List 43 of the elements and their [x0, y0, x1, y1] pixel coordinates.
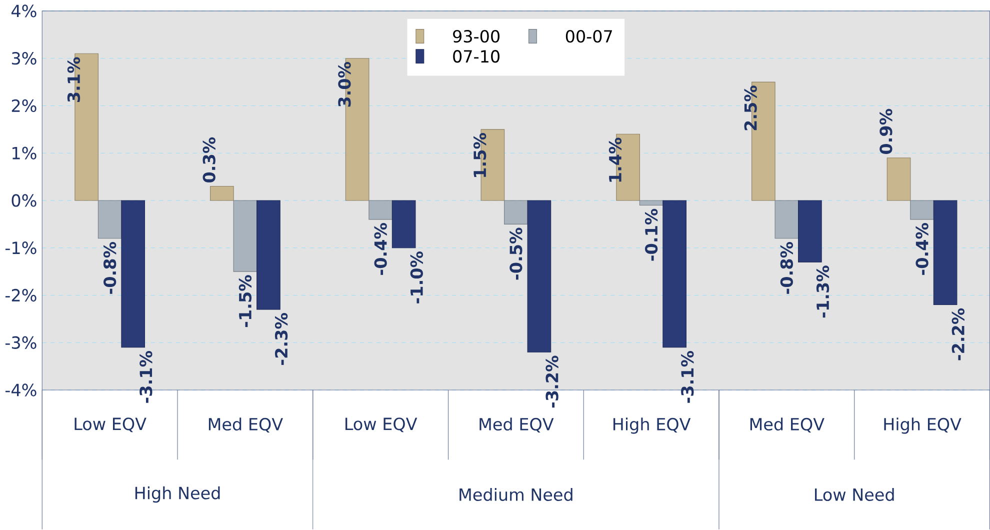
data-label: 1.4% — [608, 138, 622, 182]
data-label: -3.2% — [546, 356, 558, 408]
data-label: 0.9% — [880, 109, 892, 154]
x-tick-label: Med EQV — [480, 418, 554, 433]
x-tick-label: Med EQV — [208, 418, 283, 433]
x-tick-label: High EQV — [884, 418, 962, 434]
y-tick-label: -3% — [5, 336, 36, 350]
y-tick-label: -2% — [5, 289, 36, 302]
data-label: -0.8% — [104, 242, 116, 294]
data-label: -0.4% — [916, 223, 928, 276]
data-label: -0.1% — [644, 209, 658, 261]
data-label: -0.5% — [510, 228, 522, 280]
text: Low Need — [815, 488, 894, 502]
text: High Need — [135, 486, 220, 503]
legend-label: 93-00 — [453, 30, 500, 43]
data-label: -2.2% — [952, 308, 964, 360]
data-label: 3.0% — [338, 62, 351, 107]
y-tick-label: 1% — [12, 146, 36, 160]
data-label: -1.0% — [410, 252, 423, 304]
text: Medium Need — [460, 488, 572, 502]
y-tick-label: -1% — [5, 242, 36, 254]
data-label: 1.5% — [474, 133, 486, 178]
data-label: 0.3% — [202, 138, 216, 183]
data-label: 2.5% — [744, 86, 757, 130]
data-label: -1.3% — [816, 266, 830, 318]
x-tick-label: Low EQV — [345, 418, 418, 432]
x-tick-label: High EQV — [613, 418, 691, 434]
y-tick-label: 3% — [12, 52, 36, 65]
y-tick-label: 0% — [12, 194, 36, 207]
data-label: 3.1% — [67, 57, 80, 102]
data-label: -1.5% — [238, 275, 252, 328]
data-label: -3.1% — [681, 351, 694, 404]
data-label: -0.4% — [374, 223, 387, 276]
legend-label: 07-10 — [453, 50, 500, 63]
data-label: -3.1% — [140, 351, 152, 404]
y-tick-label: -4% — [5, 384, 36, 397]
data-label: -0.8% — [780, 242, 793, 294]
data-label: -2.3% — [274, 313, 288, 366]
x-tick-label: Low EQV — [74, 418, 146, 432]
x-tick-label: Med EQV — [750, 418, 824, 433]
y-tick-label: 4% — [12, 4, 36, 18]
legend-label: 00-07 — [566, 30, 612, 43]
y-tick-label: 2% — [12, 100, 36, 112]
